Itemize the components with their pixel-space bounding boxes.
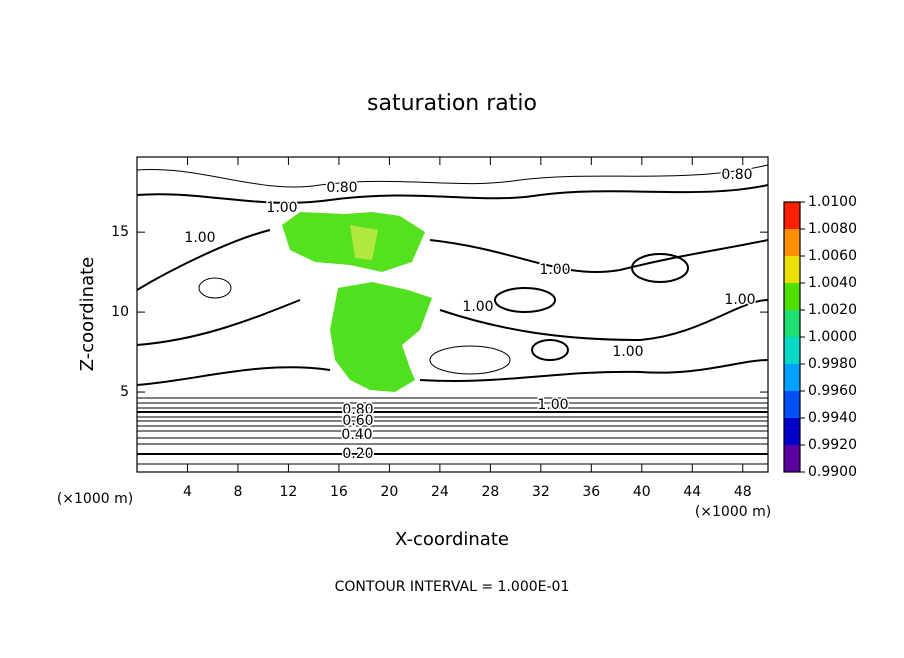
colorbar-swatch [784,337,800,364]
x-tick-label: 28 [481,484,499,500]
y-unit-label: (×1000 m) [57,491,133,507]
contour-label: 1.00 [462,299,493,315]
contour-line [429,345,511,375]
x-tick-label: 40 [633,484,651,500]
contour-line [531,339,569,361]
plot-frame [136,156,769,473]
contour-label: 0.80 [342,402,373,418]
colorbar-swatch [784,445,800,472]
contour-line [136,184,769,204]
y-tick-label: 5 [120,384,129,400]
x-unit-label: (×1000 m) [695,504,771,520]
contour-line [136,299,769,346]
contour-line [136,229,769,291]
contour-label: 0.20 [342,446,373,462]
colorbar-swatch [784,310,800,337]
x-tick-label: 8 [233,484,242,500]
colorbar-swatch [784,418,800,445]
x-tick-label: 32 [532,484,550,500]
colorbar-tick-label: 0.9900 [808,464,857,480]
colorbar-tick-label: 0.9980 [808,356,857,372]
y-tick-label: 15 [111,224,129,240]
colorbar-swatch [784,364,800,391]
x-tick-label: 24 [431,484,449,500]
colorbar-swatch [784,256,800,283]
colorbar-swatch [784,283,800,310]
contour-line [136,359,769,386]
chart-title: saturation ratio [367,91,537,116]
contour-label: 0.80 [721,167,752,183]
colorbar-tick-label: 0.9920 [808,437,857,453]
contour-label: 1.00 [184,230,215,246]
colorbar-tick-label: 1.0000 [808,329,857,345]
x-tick-label: 16 [330,484,348,500]
x-tick-label: 4 [183,484,192,500]
colorbar-tick-label: 1.0040 [808,275,857,291]
contour-label: 1.00 [266,200,297,216]
contour-line [494,287,556,313]
colorbar-tick-label: 1.0020 [808,302,857,318]
colorbar-swatch [784,391,800,418]
contour-label: 1.00 [612,344,643,360]
colorbar-swatch [784,202,800,229]
y-tick-label: 10 [111,304,129,320]
x-tick-label: 48 [734,484,752,500]
footer: CONTOUR INTERVAL = 1.000E-01 [335,579,570,595]
contour-label: 0.60 [342,413,373,429]
colorbar-tick-label: 1.0060 [808,248,857,264]
y-axis-label: Z-coordinate [77,257,98,372]
x-tick-label: 12 [280,484,298,500]
contour-line [198,277,232,299]
contour-label: 0.80 [326,180,357,196]
contour-line [136,164,769,188]
shaded-region [330,282,432,392]
x-tick-label: 20 [380,484,398,500]
x-axis-label: X-coordinate [395,529,509,550]
contour-field [136,164,769,465]
contour-line [137,416,768,445]
x-tick-label: 44 [683,484,701,500]
colorbar-swatch [784,229,800,256]
colorbar-tick-label: 1.0080 [808,221,857,237]
contour-label: 1.00 [724,292,755,308]
shaded-region [350,225,378,260]
contour-label: 0.40 [341,427,372,443]
colorbar-tick-label: 0.9940 [808,410,857,426]
x-tick-label: 36 [582,484,600,500]
contour-line [631,253,689,283]
colorbar-tick-label: 1.0100 [808,194,857,210]
contour-label: 1.00 [539,262,570,278]
contour-line [137,397,768,409]
contour-label: 1.00 [537,397,568,413]
colorbar-tick-label: 0.9960 [808,383,857,399]
